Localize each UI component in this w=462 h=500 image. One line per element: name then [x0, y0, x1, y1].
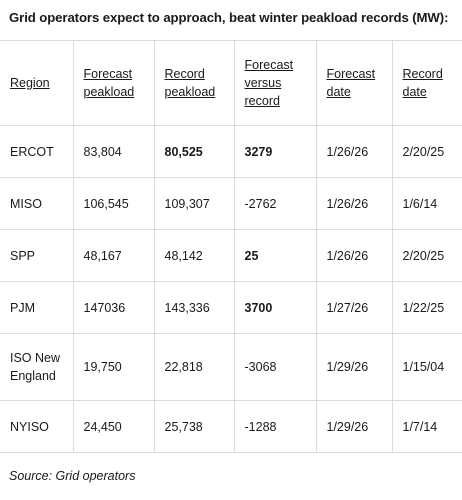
record-date-cell: 2/20/25: [392, 125, 462, 178]
forecast-date-cell: 1/26/26: [316, 177, 393, 230]
record-cell: 80,525: [154, 125, 235, 178]
diff-cell: 3700: [234, 281, 317, 334]
table-header-row: Region Forecast peakload Record peakload…: [0, 41, 462, 126]
diff-cell: 3279: [234, 125, 317, 178]
peakload-table: Region Forecast peakload Record peakload…: [0, 40, 462, 453]
forecast-cell: 147036: [73, 281, 155, 334]
header-region: Region: [0, 41, 74, 126]
header-forecast-versus-record: Forecast versus record: [234, 41, 317, 126]
record-cell: 25,738: [154, 400, 235, 452]
region-cell: ISO New England: [0, 333, 74, 401]
forecast-cell: 83,804: [73, 125, 155, 178]
record-date-cell: 2/20/25: [392, 229, 462, 282]
forecast-cell: 48,167: [73, 229, 155, 282]
page-title: Grid operators expect to approach, beat …: [9, 10, 449, 25]
region-cell: NYISO: [0, 400, 74, 452]
record-cell: 109,307: [154, 177, 235, 230]
table-row: ERCOT 83,804 80,525 3279 1/26/26 2/20/25: [0, 125, 462, 178]
region-cell: ERCOT: [0, 125, 74, 178]
header-forecast-date: Forecast date: [316, 41, 393, 126]
header-forecast-peakload: Forecast peakload: [73, 41, 155, 126]
region-cell: PJM: [0, 281, 74, 334]
region-cell: SPP: [0, 229, 74, 282]
forecast-cell: 106,545: [73, 177, 155, 230]
forecast-date-cell: 1/29/26: [316, 333, 393, 401]
forecast-date-cell: 1/27/26: [316, 281, 393, 334]
forecast-date-cell: 1/29/26: [316, 400, 393, 452]
record-date-cell: 1/15/04: [392, 333, 462, 401]
source-note: Source: Grid operators: [9, 469, 136, 483]
diff-cell: -1288: [234, 400, 317, 452]
forecast-date-cell: 1/26/26: [316, 229, 393, 282]
forecast-cell: 19,750: [73, 333, 155, 401]
table-row: PJM 147036 143,336 3700 1/27/26 1/22/25: [0, 281, 462, 334]
table-row: ISO New England 19,750 22,818 -3068 1/29…: [0, 333, 462, 401]
record-cell: 143,336: [154, 281, 235, 334]
forecast-date-cell: 1/26/26: [316, 125, 393, 178]
table-row: MISO 106,545 109,307 -2762 1/26/26 1/6/1…: [0, 177, 462, 230]
table-row: SPP 48,167 48,142 25 1/26/26 2/20/25: [0, 229, 462, 282]
record-cell: 22,818: [154, 333, 235, 401]
diff-cell: -3068: [234, 333, 317, 401]
record-date-cell: 1/6/14: [392, 177, 462, 230]
table-row: NYISO 24,450 25,738 -1288 1/29/26 1/7/14: [0, 400, 462, 452]
header-record-peakload: Record peakload: [154, 41, 235, 126]
forecast-cell: 24,450: [73, 400, 155, 452]
record-cell: 48,142: [154, 229, 235, 282]
record-date-cell: 1/22/25: [392, 281, 462, 334]
record-date-cell: 1/7/14: [402, 419, 438, 434]
header-record-date: Record date: [392, 41, 462, 126]
diff-cell: -2762: [234, 177, 317, 230]
region-cell: MISO: [0, 177, 74, 230]
diff-cell: 25: [234, 229, 317, 282]
